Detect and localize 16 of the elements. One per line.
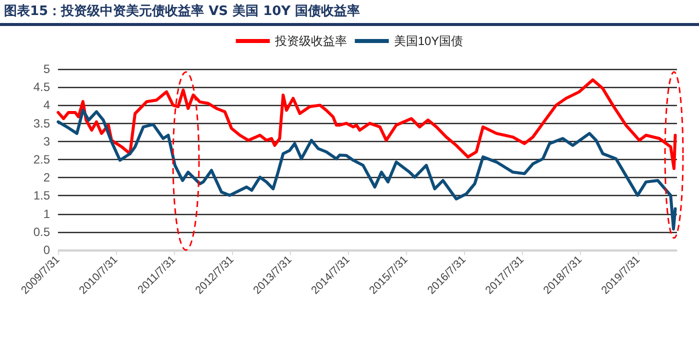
y-tick-label: 3.5	[33, 116, 50, 130]
y-tick-label: 1.5	[33, 188, 50, 203]
y-tick-label: 0.5	[33, 224, 50, 239]
y-tick-label: 5	[43, 62, 50, 76]
legend-label: 美国10Y国债	[394, 34, 464, 48]
y-tick-label: 3	[43, 134, 50, 148]
y-tick-label: 1	[43, 206, 50, 221]
chart-title: 图表15：投资级中资美元债收益率 VS 美国 10Y 国债收益率	[4, 2, 360, 20]
y-tick-label: 2.5	[33, 152, 50, 166]
legend-label: 投资级收益率	[274, 34, 347, 48]
y-tick-label: 0	[43, 243, 50, 257]
line-series	[56, 78, 677, 170]
y-tick-label: 4.5	[33, 80, 50, 94]
line-series	[56, 108, 677, 231]
y-tick-label: 2	[43, 170, 50, 185]
y-tick-label: 4	[43, 98, 50, 112]
